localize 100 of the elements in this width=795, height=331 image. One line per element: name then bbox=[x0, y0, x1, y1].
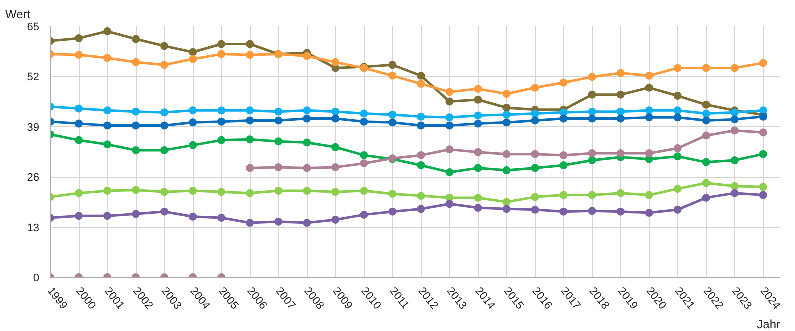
point bbox=[218, 118, 226, 126]
point bbox=[502, 118, 511, 127]
y-tick-label: 13 bbox=[27, 222, 40, 234]
point bbox=[75, 189, 84, 198]
point bbox=[560, 162, 568, 170]
point bbox=[218, 106, 226, 115]
point bbox=[75, 104, 84, 113]
point bbox=[474, 85, 482, 94]
point bbox=[588, 73, 596, 82]
point bbox=[388, 72, 397, 80]
point bbox=[332, 143, 340, 152]
point bbox=[702, 64, 710, 72]
point bbox=[104, 122, 112, 130]
point bbox=[360, 187, 368, 195]
point bbox=[588, 114, 596, 123]
point bbox=[246, 116, 254, 125]
y-tick-label: 0 bbox=[33, 272, 40, 284]
point bbox=[332, 58, 340, 66]
point bbox=[189, 141, 198, 150]
point bbox=[360, 160, 368, 168]
point bbox=[531, 116, 540, 125]
point bbox=[759, 150, 768, 158]
point bbox=[189, 212, 198, 221]
point bbox=[588, 191, 596, 200]
point bbox=[560, 191, 568, 200]
point bbox=[303, 52, 312, 60]
point bbox=[75, 212, 84, 220]
point bbox=[160, 108, 169, 117]
point bbox=[218, 50, 226, 58]
point bbox=[531, 206, 540, 214]
y-axis-title: Wert bbox=[6, 8, 32, 22]
point bbox=[645, 191, 654, 200]
point bbox=[674, 92, 682, 100]
point bbox=[531, 84, 540, 92]
point bbox=[560, 114, 568, 123]
point bbox=[616, 90, 625, 99]
point bbox=[702, 158, 710, 166]
point bbox=[218, 40, 226, 48]
point bbox=[104, 54, 112, 62]
point bbox=[303, 219, 312, 228]
point bbox=[616, 69, 625, 78]
point bbox=[360, 151, 368, 160]
point bbox=[531, 110, 540, 118]
point bbox=[759, 59, 768, 68]
point bbox=[645, 72, 654, 80]
point bbox=[531, 150, 540, 158]
point bbox=[560, 208, 568, 216]
point bbox=[132, 108, 140, 116]
point bbox=[332, 216, 340, 224]
point bbox=[189, 118, 198, 127]
point bbox=[274, 218, 283, 226]
point bbox=[303, 114, 312, 123]
point bbox=[446, 88, 454, 96]
point bbox=[332, 188, 340, 196]
point bbox=[474, 120, 482, 128]
point bbox=[702, 100, 710, 109]
point bbox=[446, 114, 454, 122]
point bbox=[702, 132, 710, 140]
point bbox=[560, 151, 568, 160]
point bbox=[730, 189, 739, 198]
point bbox=[417, 151, 426, 160]
point bbox=[474, 96, 482, 104]
point bbox=[702, 179, 710, 188]
point bbox=[160, 42, 169, 50]
point bbox=[274, 187, 283, 195]
point bbox=[474, 148, 482, 156]
point bbox=[160, 188, 169, 196]
point bbox=[246, 189, 254, 198]
point bbox=[616, 150, 625, 158]
point bbox=[474, 194, 482, 202]
point bbox=[417, 80, 426, 88]
y-tick-label: 39 bbox=[27, 122, 40, 134]
point bbox=[730, 64, 739, 72]
point bbox=[417, 112, 426, 121]
point bbox=[674, 114, 682, 122]
point bbox=[730, 126, 739, 135]
point bbox=[531, 164, 540, 172]
point bbox=[730, 116, 739, 124]
point bbox=[160, 61, 169, 70]
point bbox=[75, 136, 84, 144]
point bbox=[274, 108, 283, 116]
point bbox=[388, 190, 397, 198]
point bbox=[702, 116, 710, 125]
point bbox=[588, 108, 596, 116]
point bbox=[446, 122, 454, 130]
point bbox=[189, 55, 198, 64]
point bbox=[274, 116, 283, 125]
point bbox=[502, 90, 511, 98]
point bbox=[645, 84, 654, 92]
point bbox=[702, 110, 710, 118]
point bbox=[616, 114, 625, 123]
point bbox=[588, 156, 596, 164]
point bbox=[132, 35, 140, 44]
point bbox=[75, 51, 84, 60]
point bbox=[303, 164, 312, 172]
point bbox=[246, 106, 254, 115]
point bbox=[104, 212, 112, 220]
point bbox=[75, 120, 84, 128]
point bbox=[360, 210, 368, 219]
point bbox=[388, 208, 397, 216]
